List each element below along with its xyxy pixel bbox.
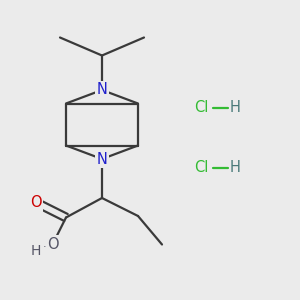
Text: Cl: Cl [194, 160, 208, 175]
Text: ·: · [42, 242, 46, 253]
Text: O: O [30, 195, 42, 210]
Text: H: H [31, 244, 41, 258]
Text: N: N [97, 82, 107, 98]
Text: H: H [230, 160, 240, 175]
Text: Cl: Cl [194, 100, 208, 116]
Text: O: O [47, 237, 58, 252]
Text: H: H [230, 100, 240, 116]
Text: N: N [97, 152, 107, 166]
